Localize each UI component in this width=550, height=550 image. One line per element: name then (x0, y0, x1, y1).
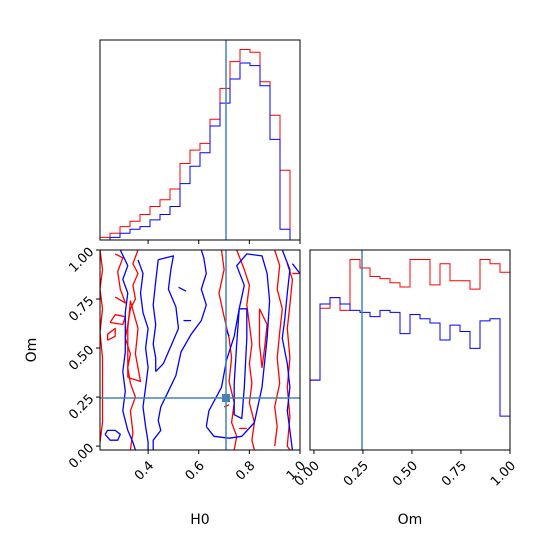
hist-Om-ticks: 0.00 0.25 0.50 0.75 1.00 (292, 450, 519, 490)
hist-Om-series-1-step (310, 297, 510, 450)
contour-frame (99, 249, 301, 451)
contour-ytick-label-2: 0.50 (66, 343, 97, 374)
hist-H0-ticks (147, 240, 301, 244)
hist-Om-frame (309, 249, 511, 451)
contour-xtick-label-1: 0.6 (183, 458, 208, 483)
contour-truth-marker (222, 394, 230, 402)
hist-Om-xtick-label-2: 0.50 (390, 458, 421, 489)
xlabel-Om: Om (398, 512, 423, 528)
contour-xtick-label-0: 0.4 (132, 458, 157, 483)
contour-line-8 (258, 308, 268, 369)
hist-Om-xtick-label-4: 1.00 (488, 458, 519, 489)
hist-Om-bars (310, 259, 510, 450)
hist-H0-series-1-step (100, 62, 300, 240)
hist-Om-xtick-label-1: 0.25 (341, 458, 372, 489)
contour-line-15 (137, 259, 149, 450)
hist-Om-series-0-step (310, 259, 510, 450)
xlabel-H0: H0 (190, 512, 209, 528)
contour-line-2 (114, 253, 126, 304)
contour-line-19 (226, 330, 230, 337)
hist-H0-bars (100, 49, 300, 240)
contour-line-1 (100, 250, 104, 443)
panel-contour: 0.4 0.6 0.8 1.00.000.250.500.751.00 H0 Om (24, 245, 309, 528)
contour-line-22 (233, 308, 248, 420)
contour-lines (100, 250, 300, 450)
contour-line-5 (127, 300, 142, 383)
contour-line-4 (109, 314, 126, 326)
panel-hist-H0 (99, 39, 301, 244)
contour-line-3 (106, 327, 116, 341)
contour-line-25 (104, 429, 121, 441)
contour-line-14 (119, 250, 137, 450)
contour-line-16 (152, 255, 180, 373)
panel-hist-Om: 0.00 0.25 0.50 0.75 1.00 Om (292, 249, 519, 528)
ylabel-Om: Om (24, 338, 40, 363)
contour-line-10 (286, 263, 294, 450)
contour-ytick-label-4: 1.00 (66, 245, 97, 276)
contour-line-23 (281, 250, 294, 450)
contour-line-9 (274, 250, 283, 447)
contour-ytick-label-0: 0.00 (66, 441, 97, 472)
hist-H0-series-0-step (100, 49, 300, 240)
contour-ytick-label-1: 0.25 (66, 392, 97, 423)
contour-xtick-label-2: 0.8 (233, 458, 258, 483)
contour-line-20 (152, 250, 207, 450)
contour-line-24 (291, 263, 300, 274)
contour-line-7 (236, 250, 256, 450)
contour-ytick-label-3: 0.75 (66, 294, 97, 325)
contour-line-6 (218, 250, 238, 450)
hist-Om-xtick-label-3: 0.75 (439, 458, 470, 489)
contour-line-17 (178, 286, 187, 292)
hist-H0-frame (99, 39, 301, 241)
